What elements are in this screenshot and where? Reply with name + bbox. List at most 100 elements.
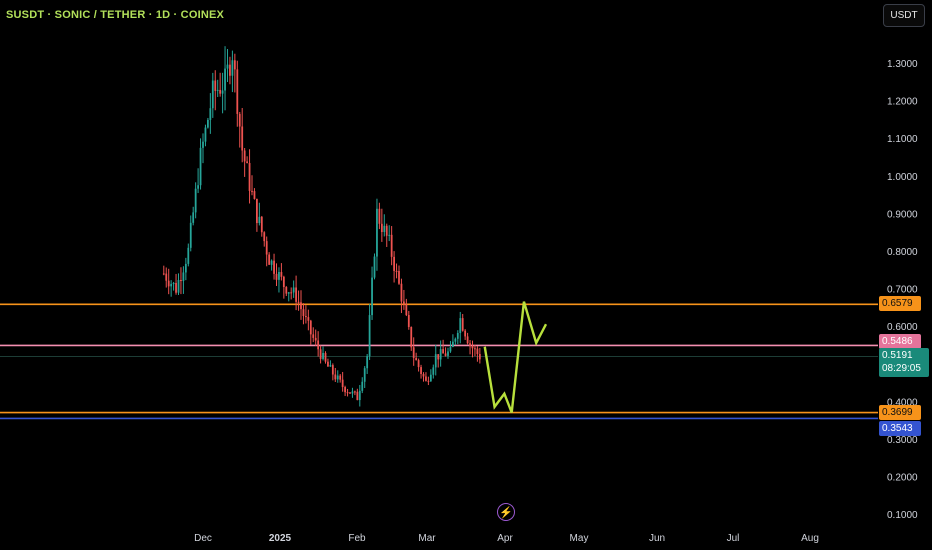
candle-body (339, 375, 342, 380)
candle-body (427, 380, 430, 382)
candle-body (425, 376, 427, 381)
candle-body (452, 341, 454, 348)
candle-body (270, 260, 273, 265)
candle-body (256, 198, 258, 224)
candle-body (170, 283, 173, 287)
currency-button[interactable]: USDT (883, 4, 925, 27)
candle-body (466, 336, 469, 344)
candle-body (192, 212, 195, 223)
candle-body (184, 263, 187, 273)
current-price-value: 0.5191 (882, 350, 913, 361)
candle-body (336, 375, 339, 380)
candle-body (177, 280, 180, 293)
candle-body (258, 216, 261, 224)
x-axis-tick: Apr (497, 533, 513, 544)
y-axis-tick: 0.8000 (887, 247, 918, 258)
candle-body (309, 320, 312, 335)
candle-body (221, 90, 224, 94)
y-axis-tick: 1.3000 (887, 59, 918, 70)
candle-body (410, 326, 413, 348)
candle-body (400, 283, 403, 302)
candle-body (322, 352, 324, 359)
y-axis-tick: 0.6000 (887, 322, 918, 333)
x-axis-tick: Aug (801, 533, 819, 544)
candle-body (265, 241, 268, 255)
candle-countdown: 08:29:05 (882, 363, 921, 374)
candle-body (449, 347, 452, 352)
candle-body (439, 349, 442, 360)
candle-body (243, 150, 246, 162)
candle-body (349, 392, 351, 394)
candle-body (444, 353, 447, 356)
support-price-tag: 0.3699 (879, 405, 921, 420)
y-axis-tick: 0.9000 (887, 209, 918, 220)
x-axis-tick: May (570, 533, 589, 544)
candle-body (202, 141, 204, 148)
low-price-tag: 0.3543 (879, 421, 921, 436)
y-axis-tick: 0.7000 (887, 285, 918, 296)
candle-body (454, 338, 457, 342)
candle-body (380, 223, 383, 233)
candle-body (280, 272, 283, 277)
candle-body (253, 191, 256, 199)
y-axis-tick: 1.0000 (887, 172, 918, 183)
candle-body (403, 301, 405, 305)
candle-body (368, 315, 371, 357)
candle-body (233, 60, 236, 70)
candle-body (442, 349, 444, 354)
candle-body (474, 348, 476, 350)
candle-body (238, 113, 241, 127)
candle-body (434, 354, 437, 368)
candle-body (393, 256, 395, 271)
candle-body (197, 185, 199, 189)
candle-body (366, 356, 369, 369)
candle-body (189, 222, 192, 248)
candle-body (241, 126, 244, 151)
candle-body (407, 315, 410, 327)
y-axis-tick: 1.2000 (887, 97, 918, 108)
candle-body (219, 89, 222, 94)
candle-body (344, 387, 346, 393)
candle-body (285, 286, 288, 294)
candle-body (331, 365, 334, 375)
candle-body (354, 391, 356, 393)
candle-body (297, 301, 300, 303)
projection-path (483, 301, 548, 413)
candle-body (260, 216, 263, 233)
candle-body (417, 360, 420, 368)
candle-body (363, 368, 366, 382)
candle-body (464, 330, 467, 337)
candle-body (432, 367, 435, 375)
y-axis-tick: 0.3000 (887, 435, 918, 446)
candle-body (182, 272, 185, 281)
candle-body (229, 64, 231, 76)
candle-body (292, 287, 295, 293)
candle-body (312, 334, 315, 338)
candle-body (461, 318, 464, 331)
candle-body (172, 282, 175, 284)
candle-body (373, 256, 376, 278)
candle-body (329, 365, 332, 367)
candle-body (412, 347, 415, 358)
candle-body (162, 273, 165, 275)
candle-body (273, 260, 275, 274)
candle-body (356, 391, 359, 401)
candle-body (263, 232, 266, 242)
candle-body (204, 127, 207, 142)
y-axis-tick: 0.1000 (887, 510, 918, 521)
candle-body (459, 318, 462, 333)
candle-body (471, 345, 474, 349)
candle-body (282, 276, 285, 287)
candle-body (469, 343, 471, 346)
lightning-bolt-icon[interactable]: ⚡ (497, 503, 515, 521)
candle-body (211, 80, 214, 109)
candle-body (231, 60, 234, 76)
candle-body (319, 349, 322, 359)
candle-body (422, 373, 425, 377)
symbol-title: SUSDT · SONIC / TETHER · 1D · COINEX (6, 9, 225, 21)
candle-body (209, 108, 212, 120)
y-axis-tick: 0.2000 (887, 472, 918, 483)
candle-body (187, 247, 190, 264)
candle-body (300, 302, 302, 310)
